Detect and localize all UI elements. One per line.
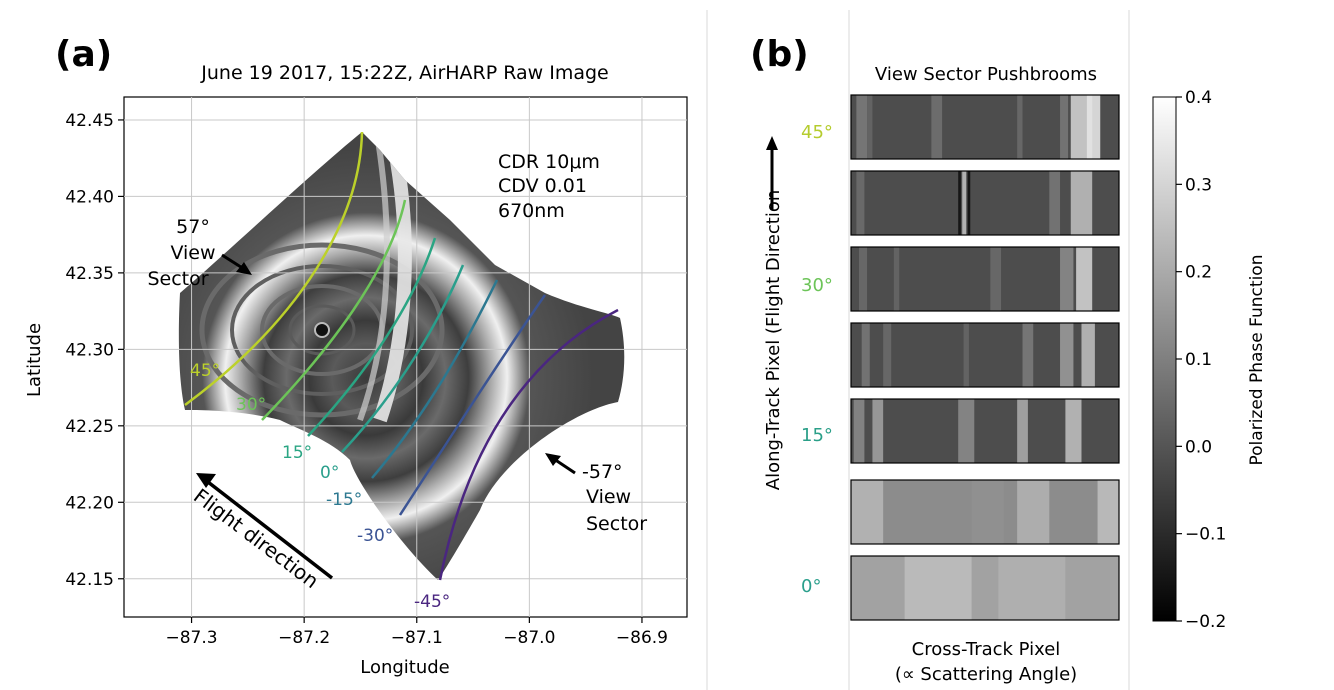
panel-b-ylabel: Along-Track Pixel (Flight Direction [763, 190, 784, 491]
colorbar-tick-label: 0.0 [1185, 437, 1212, 457]
view-label-m45: -45° [414, 592, 450, 612]
panel-a-grid [124, 97, 687, 617]
view-line-0 [341, 264, 465, 453]
view-label-m15: -15° [326, 490, 362, 510]
row-label-0: 0° [801, 576, 821, 597]
info-line-3: 670nm [498, 200, 565, 222]
flight-direction-arrow [196, 473, 334, 580]
colorbar-ticks: 0.4 0.3 0.2 0.1 0.0 −0.1 −0.2 [1176, 88, 1226, 632]
view-label-45: 45° [190, 361, 220, 381]
colorbar-tick-label: −0.1 [1185, 525, 1226, 545]
view-line-m15 [371, 279, 499, 479]
center-marker [314, 322, 330, 338]
colorbar-tick-label: 0.3 [1185, 175, 1212, 195]
view-line-m30 [398, 294, 547, 516]
colorbar-label: Polarized Phase Function [1247, 255, 1267, 466]
pushbroom-strip [850, 479, 1120, 545]
y-tick-label: 42.15 [65, 570, 114, 590]
panel-a-label: (a) [55, 34, 112, 75]
right-sector-angle: -57° [582, 461, 623, 483]
x-tick-label: −87.0 [503, 628, 555, 648]
left-sector-view: View [170, 242, 215, 264]
panel-b-xlabel-line2: (∝ Scattering Angle) [895, 664, 1077, 685]
colorbar [1152, 96, 1177, 622]
right-sector-arrow [545, 453, 576, 475]
panel-a-ylabel: Latitude [24, 323, 45, 397]
row-label-30: 30° [801, 275, 833, 296]
panel-a-xlabel: Longitude [360, 657, 450, 678]
view-label-0: 0° [320, 463, 339, 483]
y-tick-label: 42.30 [65, 340, 114, 360]
left-sector-angle: 57° [176, 216, 210, 238]
x-tick-label: −87.3 [166, 628, 218, 648]
x-tick-label: −87.1 [391, 628, 443, 648]
view-angle-lines [184, 131, 619, 581]
info-line-2: CDV 0.01 [498, 175, 587, 197]
colorbar-tick-label: −0.2 [1185, 612, 1226, 632]
view-line-45 [184, 131, 364, 407]
x-tick-label: −87.2 [278, 628, 330, 648]
pushbroom-strip [850, 170, 1120, 236]
pushbroom-strips [850, 94, 1120, 621]
y-tick-label: 42.25 [65, 417, 114, 437]
y-tick-label: 42.45 [65, 111, 114, 131]
pushbroom-strip [850, 398, 1120, 464]
panel-a-title: June 19 2017, 15:22Z, AirHARP Raw Image [200, 62, 609, 84]
view-line-30 [261, 199, 407, 421]
view-line-15 [307, 237, 437, 437]
y-tick-label: 42.35 [65, 264, 114, 284]
panel-b-xlabel-line1: Cross-Track Pixel [912, 639, 1061, 660]
y-tick-label: 42.20 [65, 493, 114, 513]
pushbroom-strip [850, 555, 1120, 621]
row-label-45: 45° [801, 122, 833, 143]
view-label-15: 15° [282, 443, 312, 463]
row-label-15: 15° [801, 425, 833, 446]
left-sector-arrow [221, 253, 252, 275]
pushbroom-strip [850, 246, 1120, 312]
y-tick-label: 42.40 [65, 187, 114, 207]
panel-a-ticks: −87.3 −87.2 −87.1 −87.0 −86.9 42.15 42.20 42.25… [65, 111, 668, 648]
right-sector-sector: Sector [586, 513, 647, 535]
colorbar-tick-label: 0.1 [1185, 350, 1212, 370]
panel-b-label: (b) [750, 34, 809, 75]
colorbar-tick-label: 0.4 [1185, 88, 1212, 108]
view-label-30: 30° [236, 395, 266, 415]
pushbroom-strip [850, 94, 1120, 160]
view-line-m45 [438, 308, 619, 581]
x-tick-label: −86.9 [616, 628, 668, 648]
info-line-1: CDR 10μm [498, 151, 600, 173]
pushbroom-strip [850, 322, 1120, 388]
left-sector-sector: Sector [147, 268, 208, 290]
view-label-m30: -30° [357, 526, 393, 546]
panel-b-ylabel-arrow [766, 136, 778, 210]
panel-b-title: View Sector Pushbrooms [875, 64, 1097, 85]
colorbar-tick-label: 0.2 [1185, 263, 1212, 283]
right-sector-view: View [586, 486, 631, 508]
